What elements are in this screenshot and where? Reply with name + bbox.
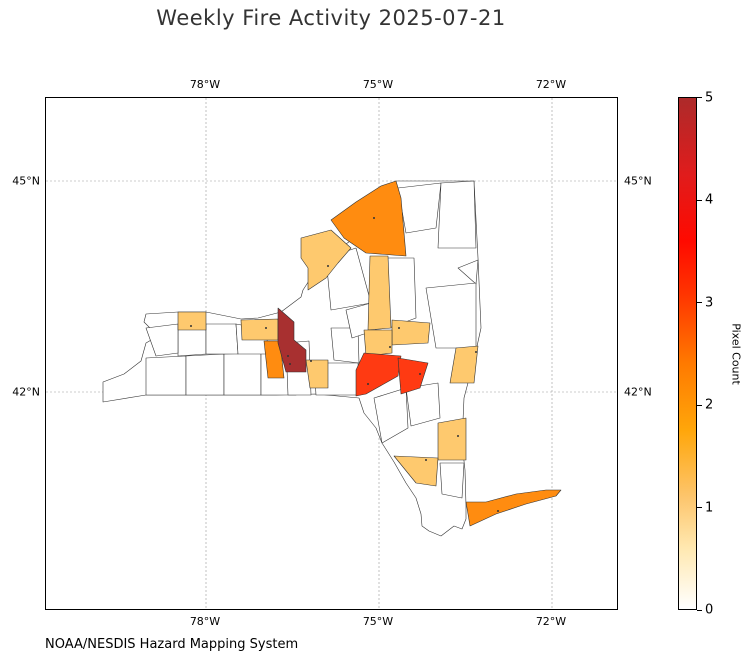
county-oneida-south <box>363 329 393 357</box>
lon-tick-bottom-72w: 72°W <box>535 615 567 628</box>
colorbar-label-0: 0 <box>705 602 714 618</box>
lat-tick-left-45n: 45°N <box>12 174 40 188</box>
fire-point <box>289 363 291 365</box>
lon-tick-top-75w: 75°W <box>362 78 394 91</box>
fire-point <box>265 327 267 329</box>
lat-tick-right-42n: 42°N <box>624 385 652 399</box>
county-outline <box>145 323 179 357</box>
fire-point <box>389 346 391 348</box>
fire-point <box>287 355 289 357</box>
county-outline <box>223 352 262 396</box>
county-outline <box>397 182 442 234</box>
county-westchester <box>439 462 465 499</box>
fire-point <box>497 510 499 512</box>
fire-points <box>190 217 499 512</box>
county-otsego <box>355 352 402 397</box>
county-suffolk <box>465 489 562 527</box>
county-outline <box>185 353 225 396</box>
county-ontario <box>263 340 285 379</box>
county-wayne <box>240 318 279 341</box>
county-outline <box>145 355 187 396</box>
lon-tick-top-72w: 72°W <box>535 78 567 91</box>
county-schoharie <box>397 357 429 395</box>
fire-point <box>398 327 400 329</box>
lat-tick-right-45n: 45°N <box>624 174 652 188</box>
county-rensselaer <box>449 345 479 384</box>
county-outline <box>457 259 479 285</box>
colorbar-label-5: 5 <box>705 90 714 106</box>
colorbar-tick-4 <box>697 200 702 201</box>
county-st-lawrence <box>330 180 407 257</box>
lon-tick-bottom-78w: 78°W <box>189 615 221 628</box>
fire-point <box>367 383 369 385</box>
county-montgomery <box>391 319 431 346</box>
data-credit: NOAA/NESDIS Hazard Mapping System <box>45 637 299 652</box>
county-outline <box>205 323 239 355</box>
colorbar-tick-2 <box>697 405 702 406</box>
fire-point <box>327 265 329 267</box>
county-outline <box>405 382 441 427</box>
colorbar-tick-0 <box>697 610 702 611</box>
fire-point <box>310 360 312 362</box>
fire-point <box>419 373 421 375</box>
fire-point <box>190 325 192 327</box>
colorbar-label-1: 1 <box>705 500 714 516</box>
county-outline <box>437 180 477 249</box>
colorbar-tick-1 <box>697 507 702 508</box>
county-cayuga <box>305 359 329 389</box>
fire-point <box>425 459 427 461</box>
county-orange <box>393 455 439 487</box>
colorbar-tick-3 <box>697 302 702 303</box>
county-herkimer <box>367 255 392 331</box>
county-orleans <box>177 311 207 331</box>
fire-point <box>373 217 375 219</box>
county-jefferson <box>300 229 352 291</box>
colorbar-label-3: 3 <box>705 295 714 311</box>
colorbar-label-4: 4 <box>705 192 714 208</box>
state-map <box>46 98 617 609</box>
fire-point <box>457 435 459 437</box>
colorbar-label-2: 2 <box>705 397 714 413</box>
colorbar-title: Pixel Count <box>729 323 743 385</box>
colorbar <box>678 97 697 610</box>
lon-tick-top-78w: 78°W <box>189 78 221 91</box>
county-outline <box>373 387 409 444</box>
lat-tick-left-42n: 42°N <box>12 385 40 399</box>
map-frame[interactable] <box>45 97 618 610</box>
colorbar-tick-5 <box>697 97 702 98</box>
map-title: Weekly Fire Activity 2025-07-21 <box>156 6 506 30</box>
lon-tick-bottom-75w: 75°W <box>362 615 394 628</box>
fire-point <box>475 351 477 353</box>
county-dutchess <box>437 417 467 461</box>
